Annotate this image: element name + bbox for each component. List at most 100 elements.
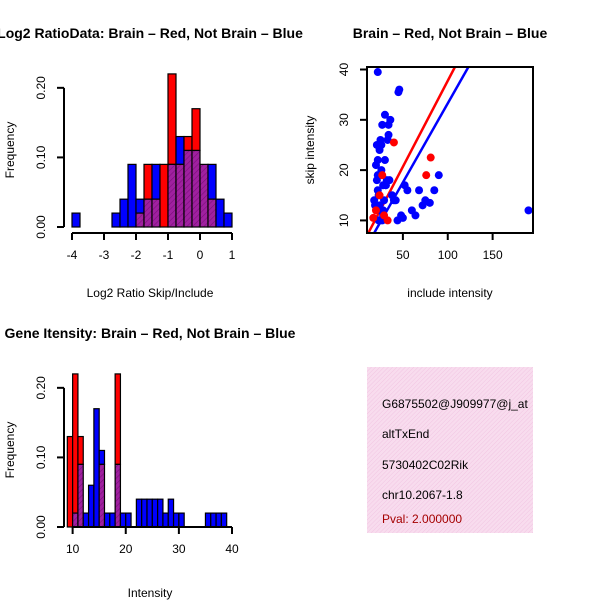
scatter-title: Brain – Red, Not Brain – Blue [353, 25, 548, 41]
intensity-hist-bar-blue [98, 449, 106, 465]
intensity-hist-bar-overlap [72, 512, 79, 528]
scatter-y-tick-label: 40 [337, 63, 351, 77]
intensity-hist-bar-blue [109, 512, 116, 528]
scatter-point-blue [389, 196, 398, 205]
ratio-hist-x-tick-label: -2 [131, 248, 142, 262]
ratio-hist-bar-overlap [151, 198, 161, 228]
ratio-hist-bar-blue [151, 163, 161, 200]
scatter-xlabel: include intensity [407, 286, 492, 300]
intensity-hist-bar-blue [162, 512, 169, 528]
ratio-hist-bar-red [183, 135, 193, 152]
ratio-hist-bar-blue [111, 212, 121, 228]
scatter-y-tick-label: 20 [337, 163, 351, 177]
scatter-point-blue [403, 186, 412, 195]
ratio-hist-bar-overlap [207, 198, 217, 228]
scatter-point-red [375, 191, 384, 200]
intensity-hist-bar-blue [178, 512, 185, 528]
ratio-hist-bar-blue [207, 163, 217, 200]
info-text-clip: G6875502@J909977@j_at altTxEnd 5730402C0… [382, 397, 528, 526]
intensity-hist-x-tick-label: 20 [119, 542, 133, 556]
ratio-hist-bar-blue [119, 198, 129, 228]
intensity-hist-bar-blue [172, 512, 180, 528]
ratio-hist-axes: -4 -3 -2 -1 0 1 0.00 0.10 0.20 [34, 76, 236, 262]
scatter-point-blue [384, 120, 393, 129]
info-line-gene: 5730402C02Rik [382, 458, 469, 472]
ratio-hist-bar-blue [223, 212, 233, 228]
intensity-hist-bar-overlap [77, 463, 84, 528]
scatter-ylabel: skip intensity [303, 116, 317, 185]
info-line-location: chr10.2067-1.8 [382, 488, 463, 502]
intensity-hist-bar-red [114, 373, 122, 465]
info-panel: G6875502@J909977@j_at altTxEnd 5730402C0… [367, 367, 533, 533]
info-line-event: altTxEnd [382, 427, 429, 441]
intensity-hist-x-tick-label: 10 [66, 542, 80, 556]
ratio-hist-bar-overlap [191, 149, 201, 228]
scatter-point-blue [430, 186, 439, 195]
info-pvalue: Pval: 2.000000 [382, 512, 462, 526]
scatter-panel: Brain – Red, Not Brain – Blue 50 100 150 10… [303, 25, 547, 300]
intensity-hist-bar-overlap [98, 463, 106, 528]
intensity-hist-bar-blue [141, 498, 148, 528]
ratio-hist-bar-red [191, 108, 201, 152]
ratio-hist-bar-overlap [199, 163, 209, 228]
intensity-hist-bars [66, 373, 228, 528]
intensity-hist-bar-red [66, 435, 74, 528]
intensity-hist-bar-blue [151, 498, 159, 528]
scatter-point-red [422, 171, 431, 180]
ratio-histogram-panel: Log2 RatioData: Brain – Red, Not Brain –… [0, 25, 303, 300]
scatter-fit-line-blue [373, 67, 470, 233]
intensity-hist-bar-blue [215, 512, 222, 528]
scatter-point-blue [378, 120, 387, 129]
scatter-y-tick-label: 30 [337, 113, 351, 127]
ratio-hist-bar-blue [215, 198, 225, 228]
ratio-hist-bar-blue [71, 212, 81, 228]
scatter-point-blue [380, 110, 389, 119]
scatter-point-blue [524, 206, 533, 215]
scatter-x-tick-label: 50 [396, 248, 410, 262]
ratio-hist-bar-blue [135, 198, 145, 214]
scatter-point-red [389, 138, 398, 147]
ratio-hist-x-tick-label: 1 [229, 248, 236, 262]
intensity-hist-y-tick-label: 0.20 [34, 376, 48, 400]
scatter-point-blue [394, 88, 403, 97]
ratio-hist-ylabel: Frequency [3, 122, 17, 179]
intensity-hist-ylabel: Frequency [3, 422, 17, 479]
ratio-hist-bar-overlap [183, 149, 193, 228]
scatter-point-blue [371, 161, 380, 170]
scatter-frame [366, 66, 534, 234]
ratio-hist-y-tick-label: 0.10 [34, 145, 48, 169]
scatter-x-tick-label: 100 [438, 248, 458, 262]
scatter-point-blue [381, 181, 390, 190]
scatter-point-blue [377, 140, 386, 149]
ratio-hist-bars [71, 73, 233, 228]
intensity-hist-bar-overlap [114, 463, 122, 528]
scatter-point-red [378, 171, 387, 180]
scatter-point-red [383, 216, 392, 225]
scatter-point-blue [434, 171, 443, 180]
intensity-hist-y-tick-label: 0.10 [34, 445, 48, 469]
intensity-hist-bar-blue [119, 512, 127, 528]
intensity-hist-xlabel: Intensity [128, 586, 173, 600]
intensity-hist-bar-blue [82, 512, 90, 528]
intensity-hist-axes: 10 20 30 40 0.00 0.10 0.20 [34, 376, 239, 556]
intensity-hist-bar-red [72, 373, 79, 514]
ratio-hist-title: Log2 RatioData: Brain – Red, Not Brain –… [0, 25, 303, 41]
intensity-hist-bar-blue [146, 498, 153, 528]
scatter-points [369, 68, 533, 225]
scatter-point-blue [415, 186, 424, 195]
intensity-hist-bar-blue [167, 498, 175, 528]
intensity-hist-bar-blue [87, 484, 95, 528]
scatter-x-tick-label: 150 [483, 248, 503, 262]
intensity-hist-bar-blue [125, 512, 132, 528]
scatter-point-blue [380, 156, 389, 165]
ratio-hist-bar-overlap [143, 198, 153, 228]
ratio-hist-bar-red [167, 73, 177, 165]
scatter-point-red [369, 213, 378, 222]
ratio-hist-bar-overlap [135, 212, 145, 228]
intensity-hist-bar-blue [210, 512, 217, 528]
info-background [367, 367, 533, 533]
scatter-point-blue [373, 68, 382, 77]
scatter-point-blue [425, 198, 434, 207]
ratio-hist-bar-blue [175, 135, 185, 165]
